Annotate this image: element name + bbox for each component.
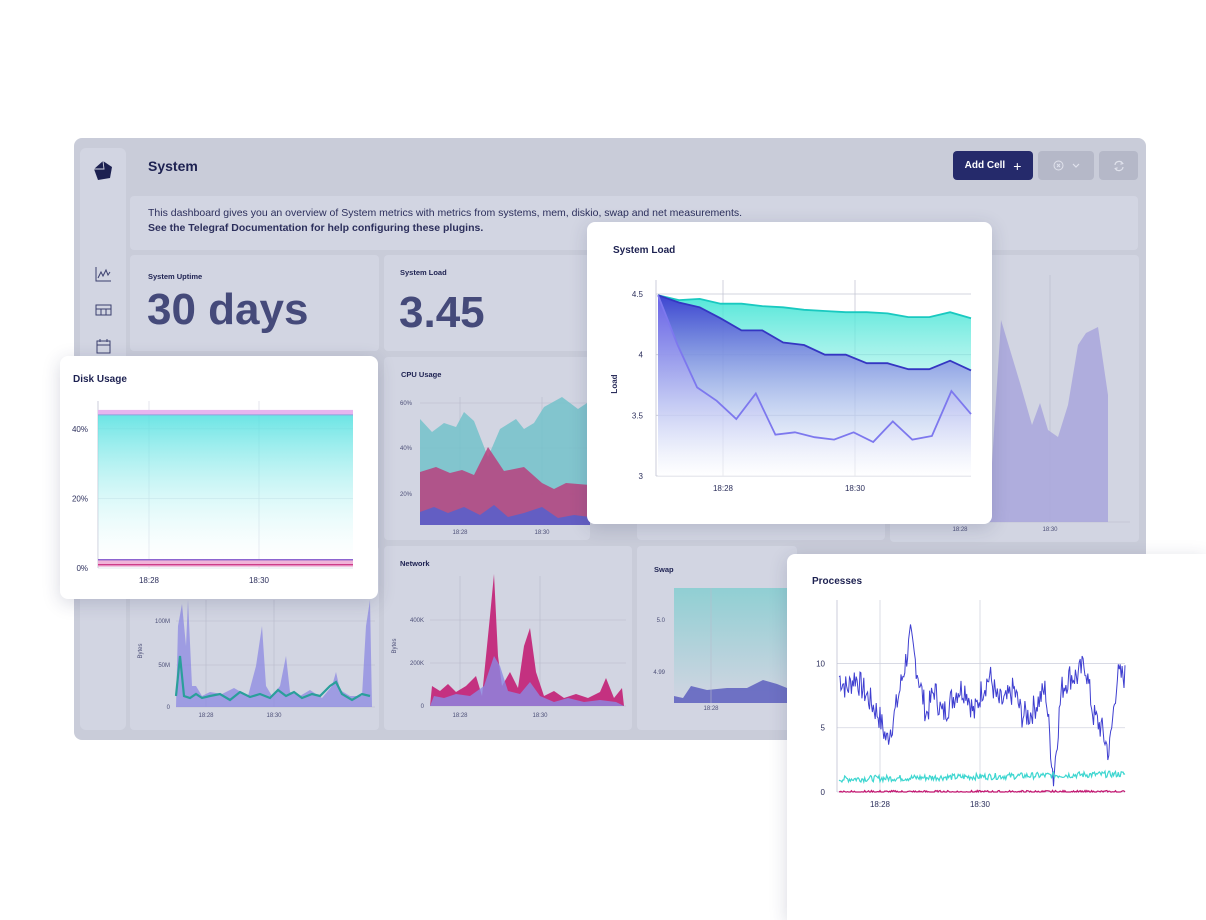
- system-load-cell[interactable]: System Load 3.45: [384, 255, 590, 351]
- load-x-tick: 18:30: [845, 484, 866, 493]
- system-load-chart: 4.5 4 3.5 3 18:28 18:30 Load: [610, 280, 972, 493]
- cpu-usage-cell[interactable]: CPU Usage 60% 40% 20% 18:28 18:30: [384, 357, 590, 540]
- load-y-tick: 4.5: [632, 290, 644, 299]
- pause-circle-icon: [1053, 160, 1063, 171]
- plus-icon: +: [1013, 157, 1022, 174]
- disk-upper-band: [98, 409, 353, 415]
- swap-y-tick: 5.0: [657, 618, 666, 624]
- uptime-value: 30 days: [147, 285, 309, 334]
- network-sent-area: [430, 656, 624, 706]
- disk-y-tick: 40%: [72, 425, 88, 434]
- swap-y-tick: 4.99: [653, 670, 665, 676]
- disk-used-area: [98, 414, 353, 563]
- panel-title: Processes: [812, 576, 863, 587]
- disk-y-tick: 0%: [76, 564, 88, 573]
- cpu-x-tick: 18:30: [534, 530, 550, 536]
- disk-write-line: [174, 655, 371, 702]
- cpu-x-tick: 18:28: [452, 530, 468, 536]
- network-x-tick: 18:30: [532, 713, 548, 719]
- load-y-label: Load: [610, 374, 619, 393]
- load-area-load15: [658, 295, 971, 476]
- network-y-label: Bytes: [392, 638, 398, 653]
- load-line-load15: [657, 294, 972, 444]
- load-y-tick: 3.5: [632, 411, 644, 420]
- disk-io-x-tick: 18:28: [198, 713, 214, 719]
- load-y-tick: 3: [639, 472, 644, 481]
- disk-lower-band: [98, 559, 353, 567]
- load-value: 3.45: [399, 288, 485, 337]
- disk-x-tick: 18:28: [139, 576, 160, 585]
- disk-io-x-tick: 18:30: [266, 713, 282, 719]
- disk-read-area: [176, 600, 372, 707]
- load-line-load5: [657, 294, 972, 372]
- processes-chart: 10 5 0 18:28 18:30: [816, 600, 1126, 809]
- swap-x-tick: 18:28: [703, 706, 719, 712]
- add-cell-label: Add Cell: [964, 160, 1006, 171]
- memory-x-tick: 18:28: [952, 527, 968, 533]
- network-y-tick: 400K: [410, 618, 424, 624]
- network-y-tick: 0: [421, 704, 425, 710]
- proc-line-total: [838, 624, 1126, 787]
- proc-y-tick: 0: [821, 788, 826, 797]
- logo-icon[interactable]: [92, 160, 114, 182]
- system-load-panel[interactable]: System Load 4.5 4 3.5 3 18:28 18:30 Load: [587, 222, 992, 524]
- disk-io-y-label: Bytes: [138, 643, 144, 658]
- panel-title: Disk Usage: [73, 374, 127, 385]
- swap-total-area: [674, 588, 797, 703]
- cpu-iowait-area: [420, 505, 590, 525]
- proc-x-tick: 18:28: [870, 800, 891, 809]
- cell-label: System Load: [400, 268, 447, 277]
- auto-refresh-dropdown[interactable]: [1038, 151, 1094, 180]
- refresh-icon: [1113, 160, 1124, 171]
- network-recv-area: [430, 574, 624, 706]
- panel-title: System Load: [613, 245, 676, 256]
- memory-x-tick: 18:30: [1042, 527, 1058, 533]
- swap-cell[interactable]: Swap 5.0 4.99 18:28: [637, 546, 797, 730]
- proc-y-tick: 5: [821, 724, 826, 733]
- chevron-down-icon: [1072, 163, 1079, 168]
- disk-usage-panel[interactable]: Disk Usage 40% 20% 0% 18:28 18:30: [60, 356, 378, 599]
- disk-io-y-tick: 50M: [158, 663, 170, 669]
- graph-icon[interactable]: [95, 266, 112, 282]
- disk-usage-chart: 40% 20% 0% 18:28 18:30: [72, 401, 353, 585]
- proc-x-tick: 18:30: [970, 800, 991, 809]
- note-text: This dashboard gives you an overview of …: [148, 207, 743, 219]
- cell-label: CPU Usage: [401, 370, 442, 379]
- refresh-button[interactable]: [1099, 151, 1138, 180]
- cpu-y-tick: 60%: [400, 401, 413, 407]
- add-cell-button[interactable]: Add Cell +: [953, 151, 1033, 180]
- calendar-icon[interactable]: [95, 338, 112, 354]
- proc-line-running: [838, 769, 1126, 785]
- proc-y-tick: 10: [816, 659, 825, 668]
- page-title: System: [148, 158, 198, 174]
- network-y-tick: 200K: [410, 661, 424, 667]
- disk-y-tick: 20%: [72, 494, 88, 503]
- network-cell[interactable]: Network Bytes 400K 200K 0 18:28 18:30: [384, 546, 632, 730]
- disk-io-y-tick: 100M: [155, 619, 170, 625]
- load-x-tick: 18:28: [713, 484, 734, 493]
- cpu-y-tick: 40%: [400, 446, 413, 452]
- cell-label: Network: [400, 559, 430, 568]
- cpu-y-tick: 20%: [400, 492, 413, 498]
- network-x-tick: 18:28: [452, 713, 468, 719]
- processes-panel[interactable]: Processes 10 5 0 18:28 18:30: [787, 554, 1206, 920]
- proc-line-blocked: [838, 789, 1126, 794]
- cell-label: System Uptime: [148, 272, 203, 281]
- cpu-system-area: [420, 447, 590, 525]
- cell-label: Swap: [654, 565, 674, 574]
- system-uptime-cell[interactable]: System Uptime 30 days: [130, 255, 379, 351]
- disk-io-y-tick: 0: [167, 705, 171, 711]
- disk-x-tick: 18:30: [249, 576, 270, 585]
- swap-used-area: [674, 680, 797, 703]
- table-icon[interactable]: [95, 302, 112, 318]
- load-line-load1: [657, 294, 972, 320]
- telegraf-docs-link[interactable]: See the Telegraf Documentation for help …: [148, 222, 484, 234]
- load-y-tick: 4: [639, 351, 644, 360]
